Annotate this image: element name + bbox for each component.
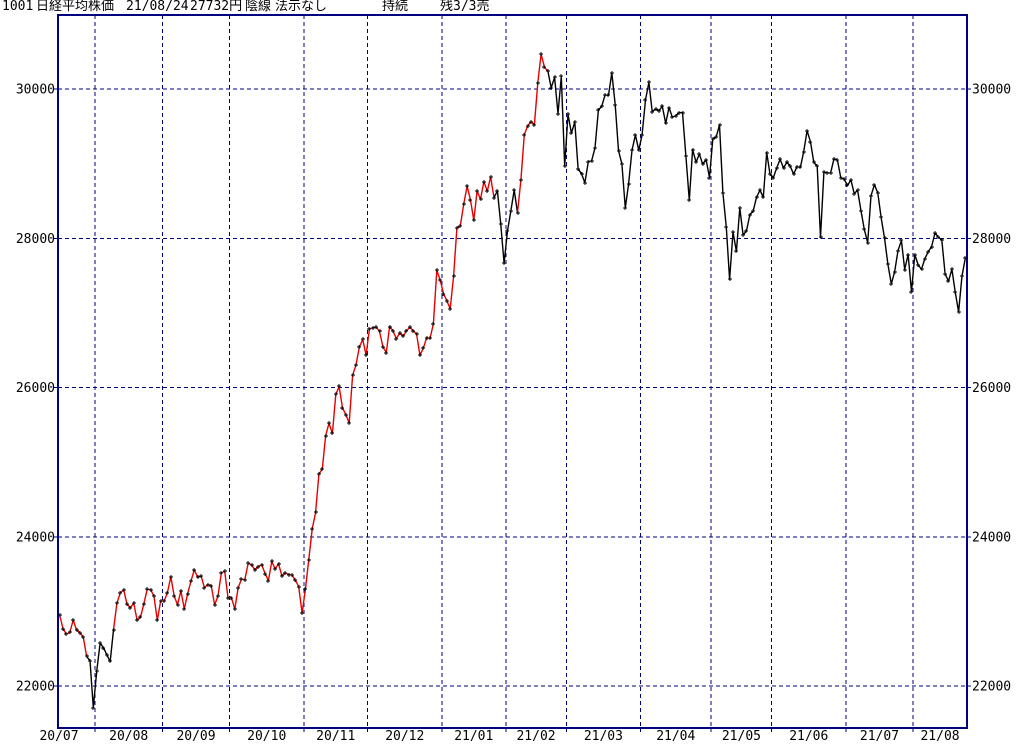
stock-name: 日経平均株価 [36, 0, 115, 14]
x-axis-label: 21/02 [516, 729, 555, 744]
x-axis-label: 21/06 [789, 729, 828, 744]
y-axis-label-left: 30000 [16, 83, 55, 98]
x-axis-label: 21/01 [454, 729, 493, 744]
x-axis-label: 21/05 [722, 729, 761, 744]
x-axis-label: 20/10 [247, 729, 286, 744]
price-line-segment-black [493, 189, 519, 265]
price-line-segment-red [516, 53, 549, 213]
candle-type: 陰線 [245, 0, 272, 14]
x-axis-label: 20/11 [316, 729, 355, 744]
display-mode: 法示なし [275, 0, 328, 14]
x-axis-label: 21/07 [860, 729, 899, 744]
quote-date: 21/08/24 [126, 0, 189, 14]
y-axis-label-right: 28000 [972, 232, 1011, 247]
y-axis-label-right: 30000 [972, 83, 1011, 98]
chart-header: 1001 日経平均株価 21/08/24 27732円 陰線 法示なし 持続 残… [0, 0, 1024, 15]
x-axis-label: 20/08 [109, 729, 148, 744]
x-axis-label: 21/03 [584, 729, 623, 744]
data-point-markers [58, 52, 967, 710]
x-axis-label: 20/12 [385, 729, 424, 744]
signal-status: 持続 [382, 0, 409, 14]
y-axis-label-left: 24000 [16, 530, 55, 545]
x-axis-label: 21/04 [656, 729, 695, 744]
y-axis-label-right: 22000 [972, 680, 1011, 695]
x-axis-label: 20/09 [176, 729, 215, 744]
x-axis-label: 21/08 [920, 729, 959, 744]
x-axis-label: 20/07 [39, 729, 78, 744]
y-axis-label-left: 22000 [16, 680, 55, 695]
y-axis-label-left: 28000 [16, 232, 55, 247]
stock-code: 1001 [2, 0, 34, 14]
y-axis-label-left: 26000 [16, 381, 55, 396]
y-axis-label-right: 24000 [972, 530, 1011, 545]
quote-price: 27732円 [190, 0, 243, 14]
price-line-segment-black [547, 71, 966, 313]
price-line-segment-red [112, 176, 495, 631]
plot-frame [57, 14, 968, 729]
position-status: 残3/3売 [440, 0, 490, 14]
y-axis-label-right: 26000 [972, 381, 1011, 396]
